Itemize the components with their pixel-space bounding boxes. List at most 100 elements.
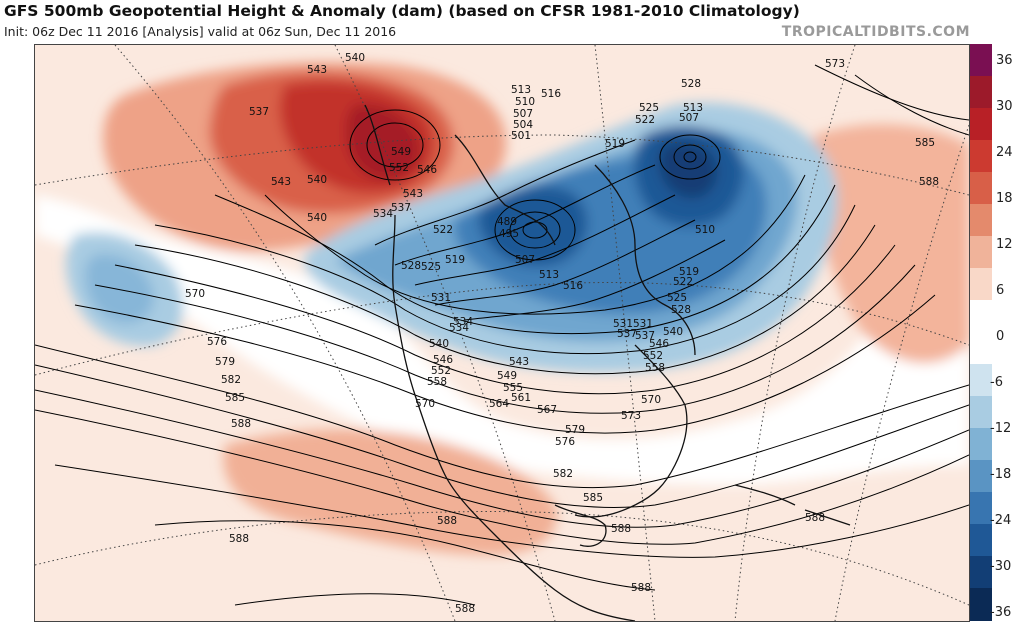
contour-label: 537	[635, 330, 655, 342]
contour-label: 576	[207, 336, 227, 348]
contour-label: 537	[391, 202, 411, 214]
contour-label: 510	[695, 224, 715, 236]
contour-label: 576	[555, 436, 575, 448]
contour-label: 582	[221, 374, 241, 386]
contour-label: 534	[453, 316, 473, 328]
contour-label: 522	[635, 114, 655, 126]
colorbar-tick-label: 0	[996, 329, 1005, 344]
colorbar-tick-label: 30	[996, 99, 1013, 114]
height-contours	[35, 64, 969, 606]
coastlines	[364, 104, 851, 621]
contour-label: 588	[631, 582, 651, 594]
colorbar-tick-label: -6	[990, 375, 1003, 390]
contour-label: 582	[553, 468, 573, 480]
colorbar-segment	[970, 396, 992, 429]
colorbar-tick-label: 6	[996, 283, 1005, 298]
contour-label: 543	[403, 188, 423, 200]
contour-label: 570	[641, 394, 661, 406]
contour-label: 540	[307, 174, 327, 186]
contour-label: 510	[515, 96, 535, 108]
contour-label: 519	[679, 266, 699, 278]
contour-label: 537	[249, 106, 269, 118]
contour-label: 567	[537, 404, 557, 416]
contour-label: 546	[417, 164, 437, 176]
colorbar-segment	[970, 524, 992, 557]
contour-label: 552	[431, 365, 451, 377]
contour-label: 573	[825, 58, 845, 70]
colorbar-segment	[970, 556, 992, 589]
contour-label: 543	[307, 64, 327, 76]
contour-label: 588	[229, 533, 249, 545]
contour-label: 585	[583, 492, 603, 504]
contour-label: 570	[185, 288, 205, 300]
colorbar-tick-label: -24	[990, 513, 1012, 528]
contour-label: 558	[427, 376, 447, 388]
contour-label: 579	[565, 424, 585, 436]
contour-label: 501	[511, 130, 531, 142]
contour-label: 522	[433, 224, 453, 236]
colorbar-segment	[970, 108, 992, 141]
contour-label: 519	[605, 138, 625, 150]
contour-label: 495	[499, 228, 519, 240]
contour-label: 513	[511, 84, 531, 96]
colorbar-segment	[970, 364, 992, 397]
contour-label: 528	[671, 304, 691, 316]
colorbar-segment	[970, 172, 992, 205]
contour-label: 507	[679, 112, 699, 124]
colorbar-tick-label: 36	[996, 53, 1013, 68]
contour-label: 525	[421, 261, 441, 273]
colorbar-segment	[970, 204, 992, 237]
contour-label: 549	[391, 146, 411, 158]
contour-label: 519	[445, 254, 465, 266]
contour-label: 552	[643, 350, 663, 362]
contour-label: 579	[215, 356, 235, 368]
colorbar-segment	[970, 268, 992, 301]
contour-label: 489	[497, 216, 517, 228]
colorbar-segment	[970, 236, 992, 269]
contour-label: 543	[509, 356, 529, 368]
contour-label: 507	[513, 108, 533, 120]
contour-label: 504	[513, 119, 533, 131]
colorbar-tick-label: 18	[996, 191, 1013, 206]
contour-label: 561	[511, 392, 531, 404]
contour-label: 516	[563, 280, 583, 292]
colorbar-segment	[970, 588, 992, 621]
colorbar-tick-label: -36	[990, 605, 1012, 620]
colorbar-tick-label: -12	[990, 421, 1012, 436]
contour-label: 534	[373, 208, 393, 220]
contour-label: 513	[683, 102, 703, 114]
contour-label: 552	[389, 162, 409, 174]
contour-label: 588	[611, 523, 631, 535]
contour-label: 564	[489, 398, 509, 410]
weather-map: 543 540 537 543 540 540 552 549 546 543 …	[34, 44, 970, 622]
contour-label: 507	[515, 254, 535, 266]
anomaly-colorbar	[970, 44, 992, 621]
contour-label: 588	[919, 176, 939, 188]
contour-label: 525	[667, 292, 687, 304]
contour-label: 513	[539, 269, 559, 281]
colorbar-tick-label: 12	[996, 237, 1013, 252]
contour-labels: 543 540 537 543 540 540 552 549 546 543 …	[185, 52, 939, 615]
colorbar-tick-label: 24	[996, 145, 1013, 160]
colorbar-segment	[970, 332, 992, 365]
contour-label: 534	[449, 322, 469, 334]
colorbar-segment	[970, 460, 992, 493]
contour-label: 531	[431, 292, 451, 304]
colorbar-tick-label: -18	[990, 467, 1012, 482]
contour-label: 570	[415, 398, 435, 410]
contour-label: 546	[433, 354, 453, 366]
contour-label: 537	[617, 328, 637, 340]
colorbar-segment	[970, 44, 992, 77]
contour-label: 522	[673, 276, 693, 288]
map-canvas: 543 540 537 543 540 540 552 549 546 543 …	[35, 45, 969, 621]
contour-label: 549	[497, 370, 517, 382]
colorbar-segment	[970, 492, 992, 525]
colorbar-segment	[970, 76, 992, 109]
contour-label: 555	[503, 382, 523, 394]
contour-label: 588	[437, 515, 457, 527]
contour-label: 528	[401, 260, 421, 272]
contour-label: 558	[645, 362, 665, 374]
contour-label: 525	[639, 102, 659, 114]
contour-label: 588	[231, 418, 251, 430]
source-watermark: TROPICALTIDBITS.COM	[781, 24, 970, 40]
